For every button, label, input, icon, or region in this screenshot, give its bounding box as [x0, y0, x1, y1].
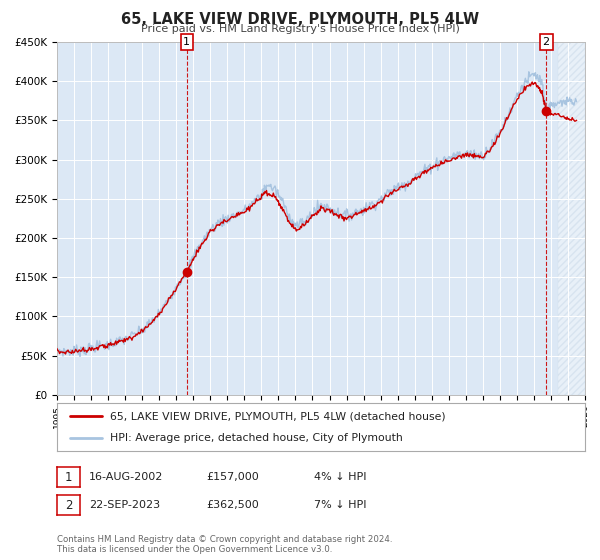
Text: 1: 1	[183, 37, 190, 47]
Text: Contains HM Land Registry data © Crown copyright and database right 2024.
This d: Contains HM Land Registry data © Crown c…	[57, 535, 392, 554]
Text: 22-SEP-2023: 22-SEP-2023	[89, 500, 160, 510]
Text: 65, LAKE VIEW DRIVE, PLYMOUTH, PL5 4LW (detached house): 65, LAKE VIEW DRIVE, PLYMOUTH, PL5 4LW (…	[110, 411, 445, 421]
Text: £157,000: £157,000	[206, 472, 259, 482]
Text: 16-AUG-2002: 16-AUG-2002	[89, 472, 163, 482]
Text: £362,500: £362,500	[206, 500, 259, 510]
Text: 2: 2	[65, 498, 72, 512]
Text: Price paid vs. HM Land Registry's House Price Index (HPI): Price paid vs. HM Land Registry's House …	[140, 24, 460, 34]
Text: 65, LAKE VIEW DRIVE, PLYMOUTH, PL5 4LW: 65, LAKE VIEW DRIVE, PLYMOUTH, PL5 4LW	[121, 12, 479, 27]
Text: 1: 1	[65, 470, 72, 484]
Text: 4% ↓ HPI: 4% ↓ HPI	[314, 472, 366, 482]
Text: 2: 2	[542, 37, 550, 47]
Text: HPI: Average price, detached house, City of Plymouth: HPI: Average price, detached house, City…	[110, 433, 403, 443]
Text: 7% ↓ HPI: 7% ↓ HPI	[314, 500, 366, 510]
